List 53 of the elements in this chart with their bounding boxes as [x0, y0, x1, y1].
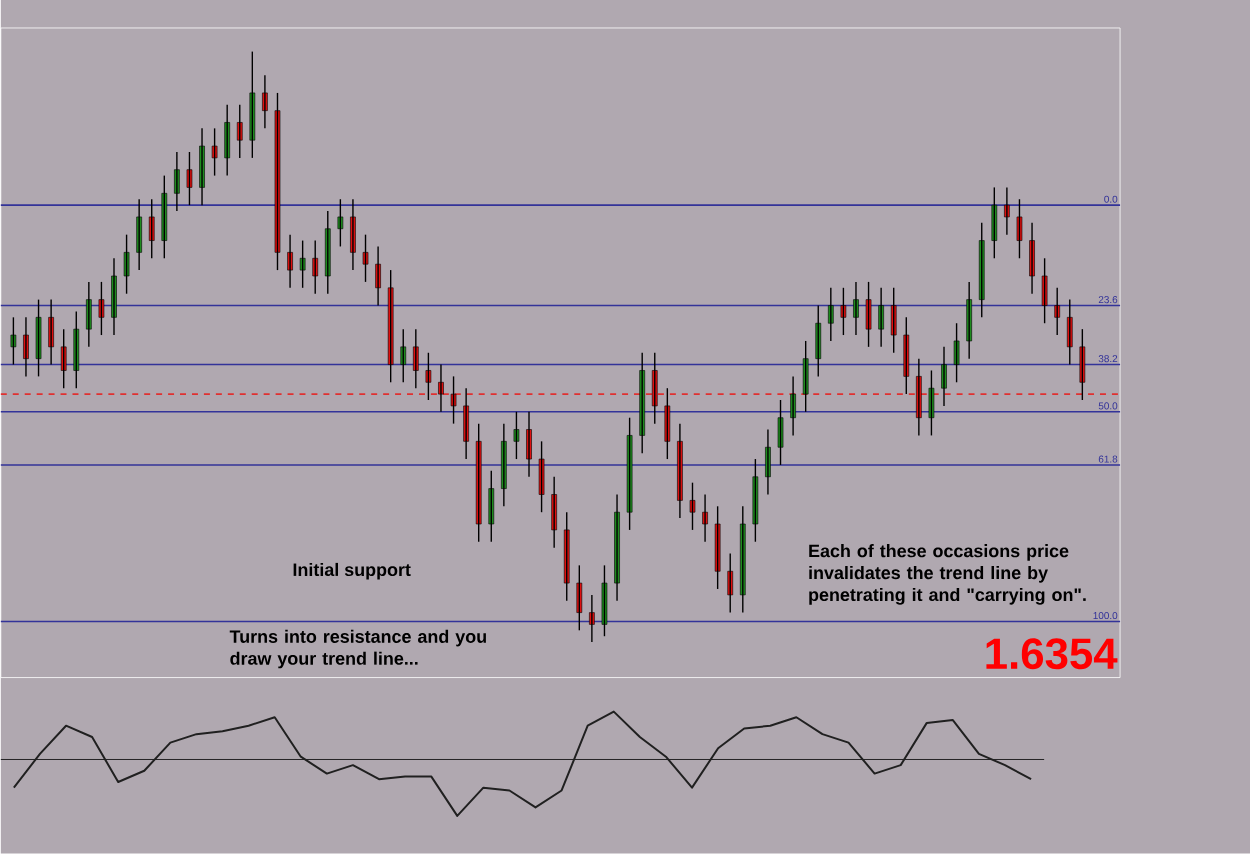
- candlestick: [10, 316, 17, 366]
- candlestick: [538, 440, 545, 514]
- candlestick: [236, 104, 243, 159]
- candlestick: [576, 564, 583, 632]
- candlestick: [890, 287, 897, 354]
- candlestick: [475, 423, 482, 543]
- candlestick: [1066, 299, 1073, 366]
- candlestick: [563, 511, 570, 602]
- candlestick: [337, 198, 344, 248]
- candlestick: [123, 234, 130, 295]
- candlestick: [727, 553, 734, 614]
- candlestick: [714, 505, 721, 590]
- candlestick: [513, 411, 520, 461]
- candlestick: [73, 311, 80, 390]
- candlestick: [98, 281, 105, 337]
- annotation: Each of these occasions price invalidates the trend line by penetrating it and "carrying on".: [809, 544, 1086, 605]
- candlestick: [362, 234, 369, 283]
- candlestick: [249, 51, 256, 159]
- candlestick: [60, 328, 67, 390]
- candlestick: [1041, 257, 1048, 325]
- candlestick: [186, 151, 193, 207]
- candlestick: [664, 387, 671, 461]
- candlestick: [400, 328, 407, 384]
- candlestick: [903, 316, 910, 396]
- candlestick: [1079, 328, 1086, 401]
- candlestick: [299, 240, 306, 289]
- candlestick: [450, 375, 457, 425]
- candlestick: [840, 287, 847, 337]
- annotation: Initial support: [293, 563, 411, 580]
- candlestick: [387, 269, 394, 384]
- candlestick: [324, 210, 331, 295]
- candlestick: [777, 399, 784, 466]
- candlestick: [35, 299, 42, 378]
- candlestick: [752, 458, 759, 543]
- candlestick: [148, 198, 155, 260]
- candlestick: [953, 322, 960, 384]
- candlestick: [865, 281, 872, 348]
- annotation: Turns into resistance and you draw your trend line...: [229, 630, 486, 669]
- annotation: 1.6354: [986, 638, 1118, 670]
- candlestick: [991, 187, 998, 260]
- candlestick: [274, 92, 281, 272]
- candlestick: [626, 417, 633, 531]
- candlestick: [739, 505, 746, 614]
- candlestick: [211, 127, 218, 177]
- candlestick: [689, 482, 696, 531]
- candlestick: [802, 340, 809, 413]
- candlestick: [312, 240, 319, 295]
- candlestick: [601, 564, 608, 638]
- candlestick: [1016, 198, 1023, 260]
- candlestick: [928, 370, 935, 437]
- candlestick: [425, 352, 432, 401]
- candlestick: [651, 352, 658, 425]
- candlestick: [488, 470, 495, 543]
